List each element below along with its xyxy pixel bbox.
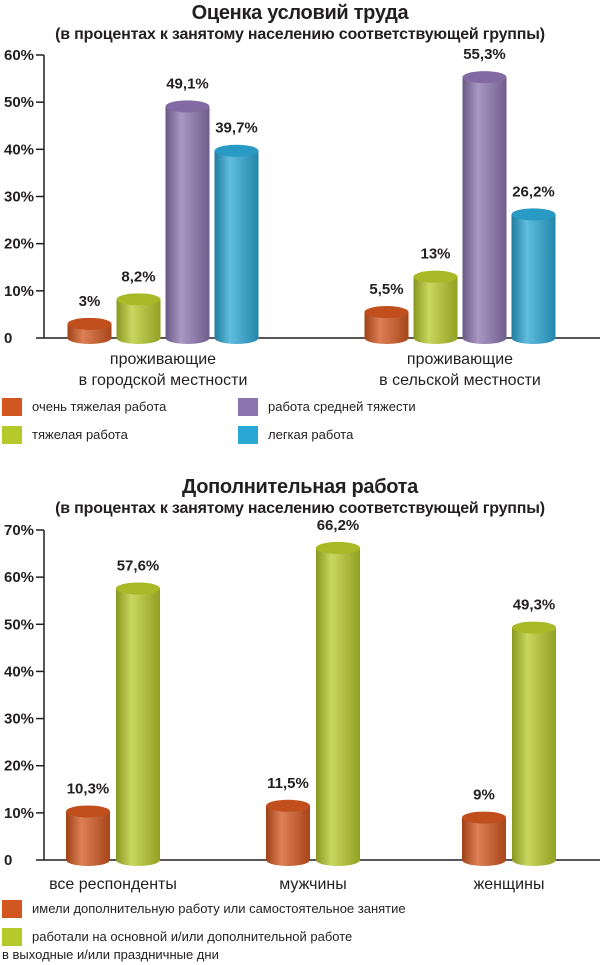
category-label: в городской местности [79, 372, 248, 389]
y-tick-label: 30% [4, 189, 34, 206]
legend-item: работали на основной и/или дополнительно… [2, 928, 352, 964]
category-label: проживающие [110, 351, 216, 368]
data-label: 10,3% [67, 780, 110, 797]
y-tick-label: 60% [4, 47, 34, 64]
data-label: 39,7% [215, 120, 258, 137]
legend-swatch [2, 900, 22, 918]
chart-title: Дополнительная работа [182, 476, 418, 498]
category-label: все респонденты [49, 876, 177, 893]
legend-item: очень тяжелая работа [2, 398, 166, 416]
bar [462, 71, 507, 344]
data-label: 8,2% [121, 268, 155, 285]
data-label: 66,2% [317, 517, 360, 534]
y-tick-label: 50% [4, 94, 34, 111]
y-tick-label: 20% [4, 758, 34, 775]
data-label: 11,5% [267, 775, 309, 792]
legend-label: имели дополнительную работу или самостоя… [32, 901, 406, 916]
data-label: 13% [420, 246, 450, 263]
chart-subtitle: (в процентах к занятому населению соотве… [55, 26, 545, 43]
data-label: 26,2% [512, 183, 555, 200]
legend-swatch [2, 426, 22, 444]
bar [116, 582, 160, 866]
bar [413, 270, 458, 344]
data-label: 9% [473, 787, 495, 804]
legend-swatch [238, 398, 258, 416]
legend-swatch [238, 426, 258, 444]
y-tick-label: 0 [4, 330, 12, 347]
y-tick-label: 10% [4, 805, 34, 822]
category-label: мужчины [279, 876, 347, 893]
y-tick-label: 10% [4, 283, 34, 300]
chart-title: Оценка условий труда [191, 2, 409, 24]
y-tick-label: 50% [4, 616, 34, 633]
bar [316, 541, 360, 866]
legend-label: работа средней тяжести [268, 399, 416, 414]
y-tick-label: 0 [4, 852, 12, 869]
chart-1-plot: 0 10% 20% 30% 40% 50% 60% 3% 8,2% 49,1% 39,7% прожи… [4, 46, 600, 389]
bar [165, 100, 210, 344]
category-label: в сельской местности [379, 372, 541, 389]
legend-item: тяжелая работа [2, 426, 128, 444]
legend-label: легкая работа [268, 427, 354, 442]
legend-swatch [2, 398, 22, 416]
category-label: проживающие [407, 351, 513, 368]
data-label: 57,6% [117, 557, 160, 574]
y-tick-label: 20% [4, 236, 34, 253]
data-label: 49,1% [166, 75, 209, 92]
bar [67, 317, 112, 344]
legend-swatch [2, 928, 22, 946]
y-tick-label: 30% [4, 711, 34, 728]
data-label: 5,5% [369, 281, 403, 298]
data-label: 49,3% [513, 597, 556, 614]
y-tick-label: 40% [4, 663, 34, 680]
bar [214, 144, 259, 344]
bar [462, 811, 506, 866]
chart-subtitle: (в процентах к занятому населению соотве… [55, 500, 545, 517]
legend-label: тяжелая работа [32, 427, 128, 442]
bar [66, 805, 110, 866]
legend-label: очень тяжелая работа [32, 399, 167, 414]
legend-label: работали на основной и/или дополнительно… [2, 929, 353, 962]
y-tick-label: 70% [4, 522, 34, 539]
bar [116, 293, 161, 344]
legend-item: легкая работа [238, 426, 353, 444]
bar [364, 306, 409, 344]
bar [512, 621, 556, 866]
y-tick-label: 40% [4, 141, 34, 158]
category-label: женщины [474, 876, 545, 893]
y-tick-label: 60% [4, 569, 34, 586]
bar [511, 208, 556, 344]
chart-2-plot: 0 10% 20% 30% 40% 50% 60% 70% 10,3% 57,6% все респ… [4, 517, 600, 893]
data-label: 55,3% [463, 46, 506, 63]
legend-item: имели дополнительную работу или самостоя… [2, 900, 406, 918]
bar [266, 799, 310, 866]
legend-item: работа средней тяжести [238, 398, 416, 416]
data-label: 3% [79, 293, 101, 310]
